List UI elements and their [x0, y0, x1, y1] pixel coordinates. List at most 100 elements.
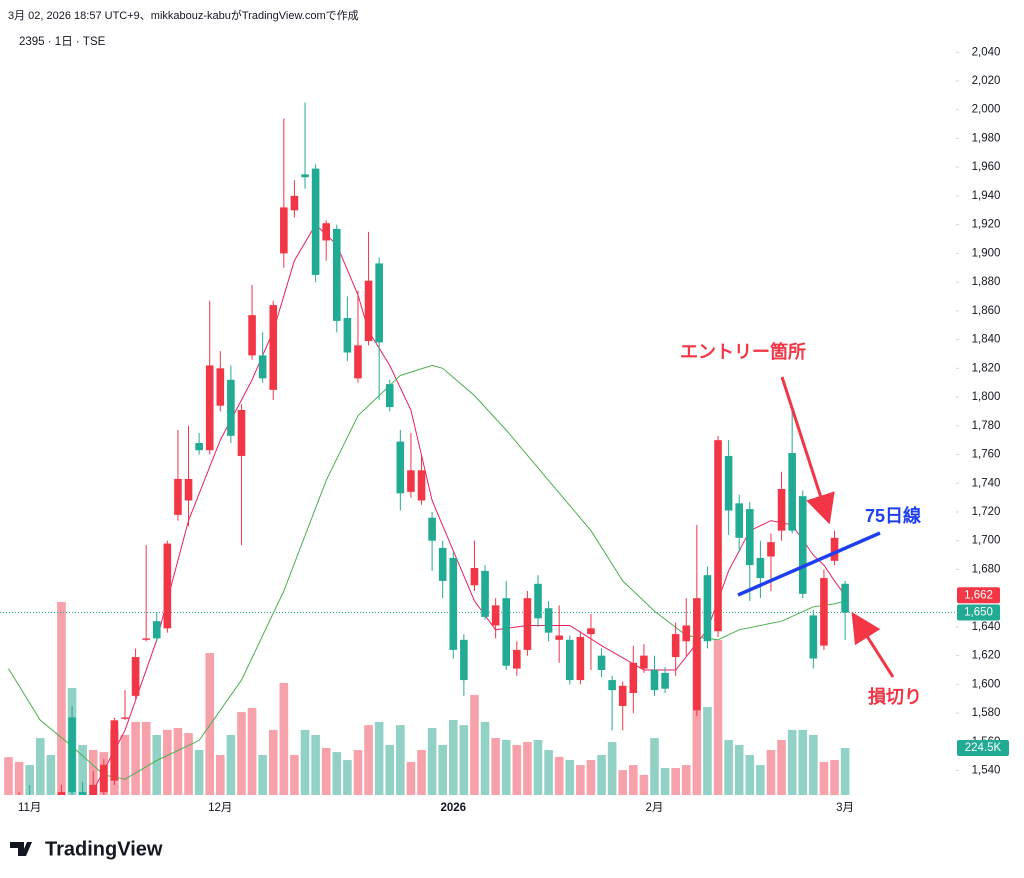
candle-body: [629, 662, 638, 693]
volume-bar: [830, 760, 839, 795]
y-tick-label: 1,620: [972, 650, 1001, 662]
volume-tag: [957, 739, 1009, 756]
candle-body: [756, 557, 765, 579]
volume-bar: [692, 640, 702, 795]
volume-bar: [554, 756, 564, 795]
volume-bar: [396, 725, 405, 795]
y-tick-label: 1,740: [972, 477, 1001, 489]
candle-body: [174, 478, 182, 515]
candle-body: [184, 478, 193, 501]
y-tick-label: 1,820: [972, 362, 1001, 374]
candle-body: [523, 598, 532, 650]
price-tag: [957, 604, 1000, 621]
volume-bar: [607, 742, 617, 795]
candle-body: [407, 470, 415, 492]
y-tick-label: 1,980: [972, 132, 1001, 144]
candle-body: [724, 455, 733, 511]
plot: [0, 102, 955, 795]
volume-bar: [290, 755, 299, 795]
logo-icon: [10, 842, 32, 856]
candle-body: [703, 575, 712, 642]
volume-bar: [406, 761, 416, 795]
volume-bar: [364, 725, 373, 795]
volume-bar: [35, 738, 45, 795]
volume-bar: [586, 760, 596, 795]
volume-bar: [618, 770, 628, 795]
candle-body: [385, 384, 394, 408]
volume-bar: [258, 755, 267, 795]
volume-bar: [374, 721, 384, 795]
candle-body: [565, 639, 574, 681]
candle-body: [280, 207, 288, 254]
y-tick-label: 2,020: [972, 75, 1001, 87]
candle-body: [809, 615, 818, 659]
volume-bar: [279, 682, 289, 795]
volume-bar: [131, 721, 140, 795]
volume-bar: [777, 739, 786, 795]
volume-bar: [819, 761, 829, 795]
candle-body: [841, 583, 849, 613]
volume-bar: [576, 765, 585, 795]
candle-body: [661, 672, 669, 689]
candle-body: [693, 598, 701, 711]
candle-body: [375, 263, 383, 343]
candle-body: [89, 784, 98, 795]
candle-body: [608, 680, 616, 691]
volume-bar: [480, 721, 490, 795]
candle-body: [248, 315, 256, 356]
volume-bar: [650, 738, 659, 795]
volume-bar: [671, 767, 680, 795]
volume-bar: [787, 729, 797, 795]
candle-body: [777, 488, 786, 531]
candle-body: [68, 717, 76, 793]
volume-bar: [385, 744, 395, 795]
volume-bar: [184, 733, 193, 795]
volume-bar: [194, 749, 204, 795]
annotation: エントリー箇所: [680, 341, 806, 362]
volume-bar: [544, 749, 553, 795]
y-tick-label: 1,760: [972, 449, 1001, 461]
x-tick-label: 2月: [646, 802, 664, 814]
annotation: 損切り: [868, 686, 922, 707]
candle-body: [428, 517, 436, 541]
candle-body: [618, 685, 627, 706]
candle-body: [131, 657, 140, 696]
candle-body: [460, 639, 468, 681]
candle-body: [152, 621, 161, 639]
volume-bar: [470, 694, 479, 795]
volume-bar: [734, 744, 744, 795]
annotation: 75日線: [865, 505, 921, 526]
y-tick-label: 1,800: [972, 391, 1001, 403]
candle-body: [364, 280, 373, 342]
candle-body: [788, 453, 796, 531]
arrow: [851, 611, 895, 678]
candle-body: [100, 764, 108, 793]
volume-bar: [152, 734, 162, 795]
candle-body: [534, 583, 542, 619]
y-tick-label: 1,780: [972, 420, 1001, 432]
candle-body: [322, 223, 330, 241]
price-tag-label: 1,650: [964, 607, 993, 619]
candle-body: [714, 440, 722, 632]
header-title: 3月 02, 2026 18:57 UTC+9、mikkabouz-kabuがT…: [8, 8, 359, 22]
x-tick-label: 3月: [836, 802, 854, 814]
symbol: 2395 · 1日 · TSE: [19, 36, 106, 48]
volume-bar: [459, 725, 469, 795]
candle-body: [798, 496, 807, 594]
annotations: エントリー箇所 75日線 損切り: [680, 341, 922, 707]
volume-bar: [120, 734, 130, 795]
volume-bar: [533, 739, 543, 795]
volume-bar: [311, 734, 320, 795]
candle-body: [555, 635, 563, 640]
volume-bar: [427, 728, 437, 795]
y-tick-label: 1,880: [972, 276, 1001, 288]
y-tick-label: 1,960: [972, 161, 1001, 173]
volume-bar: [724, 739, 733, 795]
candle-body: [290, 195, 299, 211]
candle-body: [301, 174, 309, 178]
volume-bar: [163, 729, 172, 795]
volume-bar: [438, 744, 447, 795]
volume-bar: [840, 747, 850, 795]
candle-body: [438, 547, 447, 581]
volume-bar: [4, 757, 13, 795]
